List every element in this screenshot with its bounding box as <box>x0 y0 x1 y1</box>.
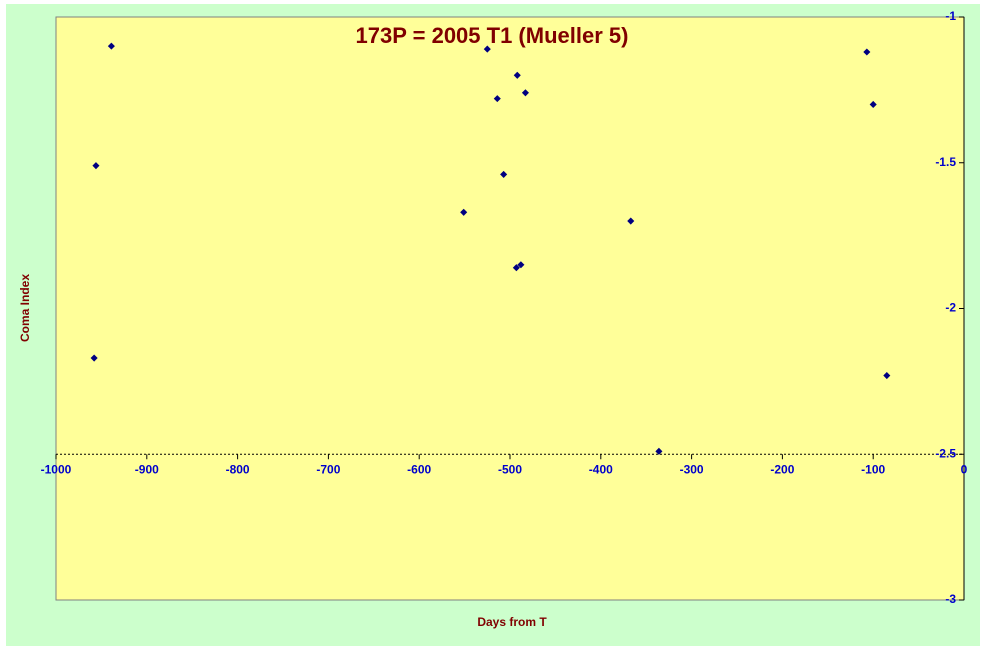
y-tick-label: -1.5 <box>935 155 956 169</box>
x-tick-label: -900 <box>135 462 159 476</box>
point <box>863 48 871 56</box>
y-tick-label: -1 <box>945 9 956 23</box>
x-tick-label: -500 <box>498 462 522 476</box>
x-tick-label: -200 <box>770 462 794 476</box>
point <box>521 89 529 97</box>
x-tick-label: 0 <box>961 462 968 476</box>
chart-title: 173P = 2005 T1 (Mueller 5) <box>356 23 629 48</box>
point <box>483 45 491 53</box>
point <box>655 447 663 455</box>
point <box>513 71 521 79</box>
point <box>92 162 100 170</box>
point <box>460 208 468 216</box>
y-axis-title: Coma Index <box>18 274 32 342</box>
x-tick-label: -600 <box>407 462 431 476</box>
x-tick-label: -300 <box>680 462 704 476</box>
point <box>512 264 520 272</box>
x-tick-label: -800 <box>226 462 250 476</box>
y-tick-label: -2 <box>945 301 956 315</box>
y-tick-label: -2.5 <box>935 446 956 460</box>
x-tick-label: -700 <box>316 462 340 476</box>
point <box>883 372 891 380</box>
x-tick-label: -400 <box>589 462 613 476</box>
point <box>517 261 525 269</box>
point <box>869 100 877 108</box>
point <box>493 95 501 103</box>
y-tick-label: -3 <box>945 592 956 606</box>
point <box>500 170 508 178</box>
x-axis-title: Days from T <box>477 615 547 629</box>
point <box>90 354 98 362</box>
x-tick-label: -1000 <box>41 462 72 476</box>
point <box>627 217 635 225</box>
plot-area <box>55 16 965 601</box>
x-tick-label: -100 <box>861 462 885 476</box>
